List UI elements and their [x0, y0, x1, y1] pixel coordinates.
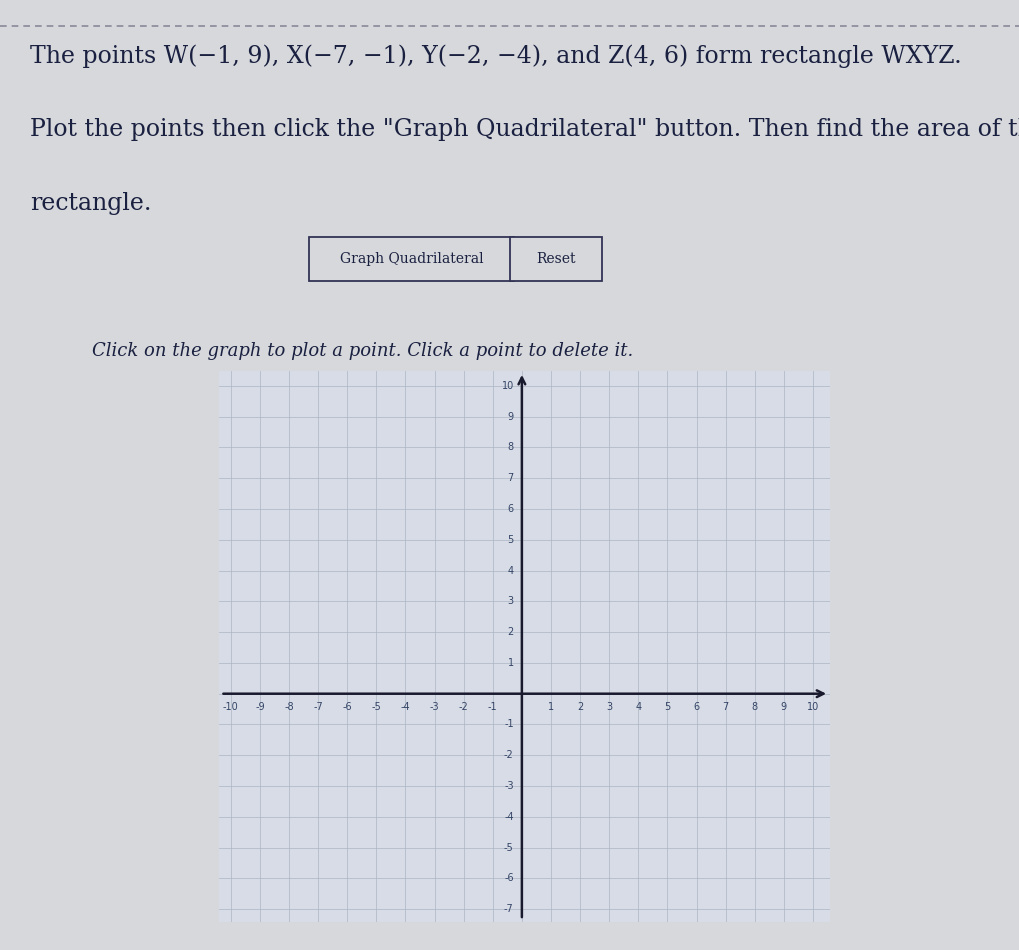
- Text: 6: 6: [694, 702, 700, 712]
- Text: -3: -3: [504, 781, 514, 791]
- Text: 2: 2: [577, 702, 583, 712]
- Text: 8: 8: [752, 702, 758, 712]
- Text: 8: 8: [507, 443, 514, 452]
- Text: 2: 2: [507, 627, 514, 637]
- Text: 3: 3: [606, 702, 612, 712]
- Text: 3: 3: [507, 597, 514, 606]
- Text: -5: -5: [372, 702, 381, 712]
- Text: -5: -5: [504, 843, 514, 852]
- Text: -2: -2: [459, 702, 469, 712]
- FancyBboxPatch shape: [309, 238, 515, 280]
- Text: 5: 5: [507, 535, 514, 544]
- Text: 7: 7: [722, 702, 729, 712]
- Text: Graph Quadrilateral: Graph Quadrilateral: [340, 252, 483, 266]
- Text: -6: -6: [342, 702, 352, 712]
- Text: rectangle.: rectangle.: [31, 192, 152, 215]
- Text: 4: 4: [507, 565, 514, 576]
- Text: -1: -1: [504, 719, 514, 730]
- Text: Click on the graph to plot a point. Click a point to delete it.: Click on the graph to plot a point. Clic…: [92, 342, 634, 360]
- Text: -7: -7: [313, 702, 323, 712]
- Text: 10: 10: [501, 381, 514, 390]
- Text: 4: 4: [635, 702, 641, 712]
- Text: -6: -6: [504, 873, 514, 884]
- Text: -4: -4: [400, 702, 411, 712]
- Text: 1: 1: [507, 658, 514, 668]
- Text: 1: 1: [548, 702, 554, 712]
- FancyBboxPatch shape: [510, 238, 602, 280]
- Text: 9: 9: [781, 702, 787, 712]
- Text: Plot the points then click the "Graph Quadrilateral" button. Then find the area : Plot the points then click the "Graph Qu…: [31, 118, 1019, 142]
- Text: -7: -7: [504, 904, 514, 914]
- Text: -1: -1: [488, 702, 497, 712]
- Text: -3: -3: [430, 702, 439, 712]
- Text: 7: 7: [507, 473, 514, 484]
- Text: Reset: Reset: [536, 252, 576, 266]
- Text: The points W(−1, 9), X(−7, −1), Y(−2, −4), and Z(4, 6) form rectangle WXYZ.: The points W(−1, 9), X(−7, −1), Y(−2, −4…: [31, 45, 962, 68]
- Text: -2: -2: [504, 750, 514, 760]
- Text: -4: -4: [504, 812, 514, 822]
- Text: -10: -10: [223, 702, 238, 712]
- Text: 9: 9: [507, 411, 514, 422]
- Text: 5: 5: [664, 702, 671, 712]
- Text: 6: 6: [507, 504, 514, 514]
- Text: 10: 10: [807, 702, 819, 712]
- Text: -8: -8: [284, 702, 293, 712]
- Text: -9: -9: [255, 702, 265, 712]
